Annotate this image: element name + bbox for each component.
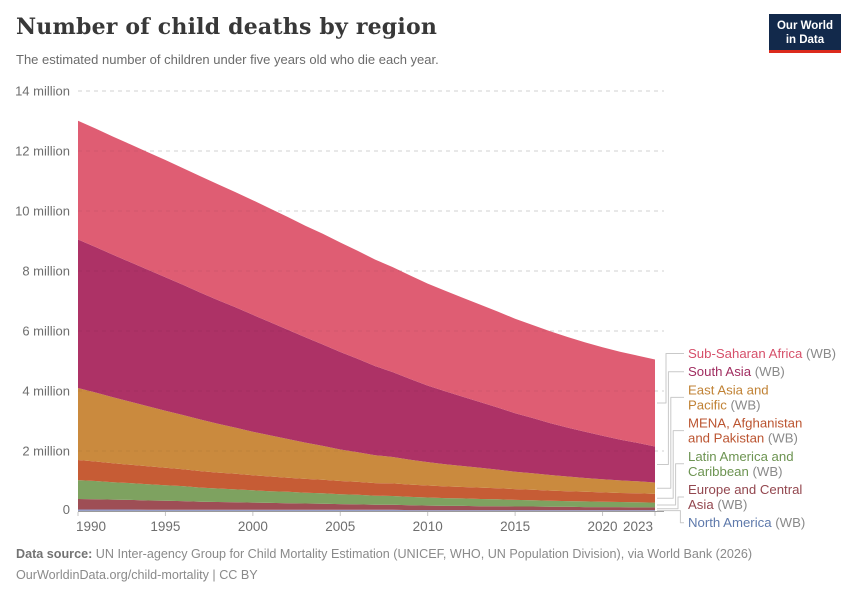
y-tick-label: 8 million xyxy=(22,264,70,279)
citation-line[interactable]: OurWorldinData.org/child-mortality | CC … xyxy=(16,567,258,582)
y-tick-label: 10 million xyxy=(15,204,70,219)
chart-subtitle: The estimated number of children under f… xyxy=(16,52,439,67)
svg-text:Sub-Saharan Africa (WB): Sub-Saharan Africa (WB) xyxy=(688,346,836,361)
area-latin-america-caribbean[interactable] xyxy=(78,480,655,508)
x-tick-label: 1990 xyxy=(76,519,106,534)
chart-footer: Data source: UN Inter-agency Group for C… xyxy=(16,544,836,586)
data-source-text: UN Inter-agency Group for Child Mortalit… xyxy=(95,547,753,561)
x-tick-label: 1995 xyxy=(150,519,180,534)
x-tick-label: 2000 xyxy=(238,519,268,534)
svg-text:Europe and Central: Europe and Central xyxy=(688,482,802,497)
svg-text:South Asia (WB): South Asia (WB) xyxy=(688,364,785,379)
x-axis xyxy=(77,511,664,516)
legend: Sub-Saharan Africa (WB) South Asia (WB) Ea… xyxy=(688,346,836,530)
data-source-label: Data source: xyxy=(16,547,93,561)
x-axis-labels: 1990 1995 2000 2005 2010 2015 2020 2023 xyxy=(76,519,653,534)
svg-text:Caribbean (WB): Caribbean (WB) xyxy=(688,464,783,479)
x-tick-label: 2015 xyxy=(500,519,530,534)
svg-text:East Asia and: East Asia and xyxy=(688,382,769,397)
svg-text:MENA, Afghanistan: MENA, Afghanistan xyxy=(688,416,802,431)
legend-item-north-america[interactable]: North America (WB) xyxy=(688,515,805,530)
svg-text:Latin America and: Latin America and xyxy=(688,449,794,464)
x-tick-label: 2005 xyxy=(325,519,355,534)
area-east-asia-pacific[interactable] xyxy=(78,388,655,494)
svg-text:and Pakistan (WB): and Pakistan (WB) xyxy=(688,431,798,446)
legend-item-sub-saharan-africa[interactable]: Sub-Saharan Africa (WB) xyxy=(688,346,836,361)
owid-logo[interactable]: Our World in Data xyxy=(768,14,841,54)
x-tick-label: 2020 xyxy=(588,519,618,534)
y-tick-label: 0 xyxy=(63,502,70,517)
area-mena-afghanistan-pakistan[interactable] xyxy=(78,460,655,503)
svg-text:Pacific (WB): Pacific (WB) xyxy=(688,397,761,412)
page-title: Number of child deaths by region xyxy=(16,14,438,40)
area-north-america[interactable] xyxy=(78,509,655,512)
area-series xyxy=(78,120,655,512)
legend-item-south-asia[interactable]: South Asia (WB) xyxy=(688,364,785,379)
area-south-asia[interactable] xyxy=(78,239,655,483)
x-tick-label: 2010 xyxy=(413,519,443,534)
area-europe-central-asia[interactable] xyxy=(78,499,655,511)
y-tick-label: 12 million xyxy=(15,144,70,159)
y-tick-label: 4 million xyxy=(22,384,70,399)
svg-text:Asia (WB): Asia (WB) xyxy=(688,497,747,512)
owid-logo-line2: in Data xyxy=(785,34,825,47)
data-source-line: Data source: UN Inter-agency Group for C… xyxy=(16,544,836,565)
legend-connectors xyxy=(657,353,684,524)
chart-canvas[interactable]: 0 2 million 4 million 6 million 8 million 10 … xyxy=(0,80,850,542)
x-tick-label: 2023 xyxy=(623,519,653,534)
area-sub-saharan-africa[interactable] xyxy=(78,120,655,447)
svg-text:North America (WB): North America (WB) xyxy=(688,515,805,530)
y-tick-label: 6 million xyxy=(22,324,70,339)
y-gridlines-overlay xyxy=(78,90,664,452)
y-axis-labels: 0 2 million 4 million 6 million 8 million 10 … xyxy=(15,84,70,518)
owid-logo-line1: Our World xyxy=(776,20,833,32)
y-tick-label: 14 million xyxy=(15,84,70,99)
stacked-area-chart[interactable]: 0 2 million 4 million 6 million 8 million 10 … xyxy=(0,80,850,542)
y-tick-label: 2 million xyxy=(22,444,70,459)
